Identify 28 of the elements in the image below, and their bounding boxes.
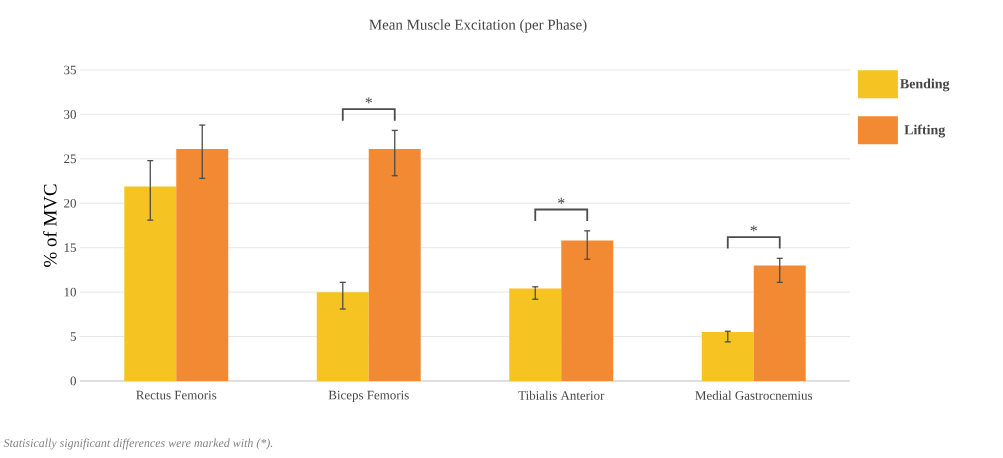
chart-title: Mean Muscle Excitation (per Phase) [369,19,587,33]
x-tick-label: Tibialis Anterior [518,390,605,400]
bar [124,186,177,381]
y-axis-title: % of MVC [43,184,57,267]
x-tick-label: Rectus Femoris [136,390,217,400]
annotation: * [558,197,565,204]
annotation: * [750,225,757,232]
legend-label: Lifting [904,124,946,138]
bar [701,332,754,381]
y-tick-label: 0 [70,376,76,386]
bar [176,149,229,381]
annotation: * [365,97,372,104]
legend-label: Bending [900,78,950,92]
x-tick-label: Biceps Femoris [328,390,409,403]
text: Statisically significant differences were marked with (*). [3,438,273,450]
y-tick-label: 20 [64,198,76,208]
y-tick-label: 30 [64,110,76,119]
y-tick-label: 25 [64,154,76,164]
y-tick-label: 15 [64,243,76,253]
bar [316,292,369,381]
bar [368,149,421,381]
y-tick-label: 10 [64,287,76,297]
bar [753,265,806,381]
bar [561,240,614,381]
x-tick-label: Medial Gastrocnemius [695,390,813,400]
bar [509,288,562,381]
y-tick-label: 35 [64,65,76,75]
y-tick-label: 5 [70,332,76,341]
